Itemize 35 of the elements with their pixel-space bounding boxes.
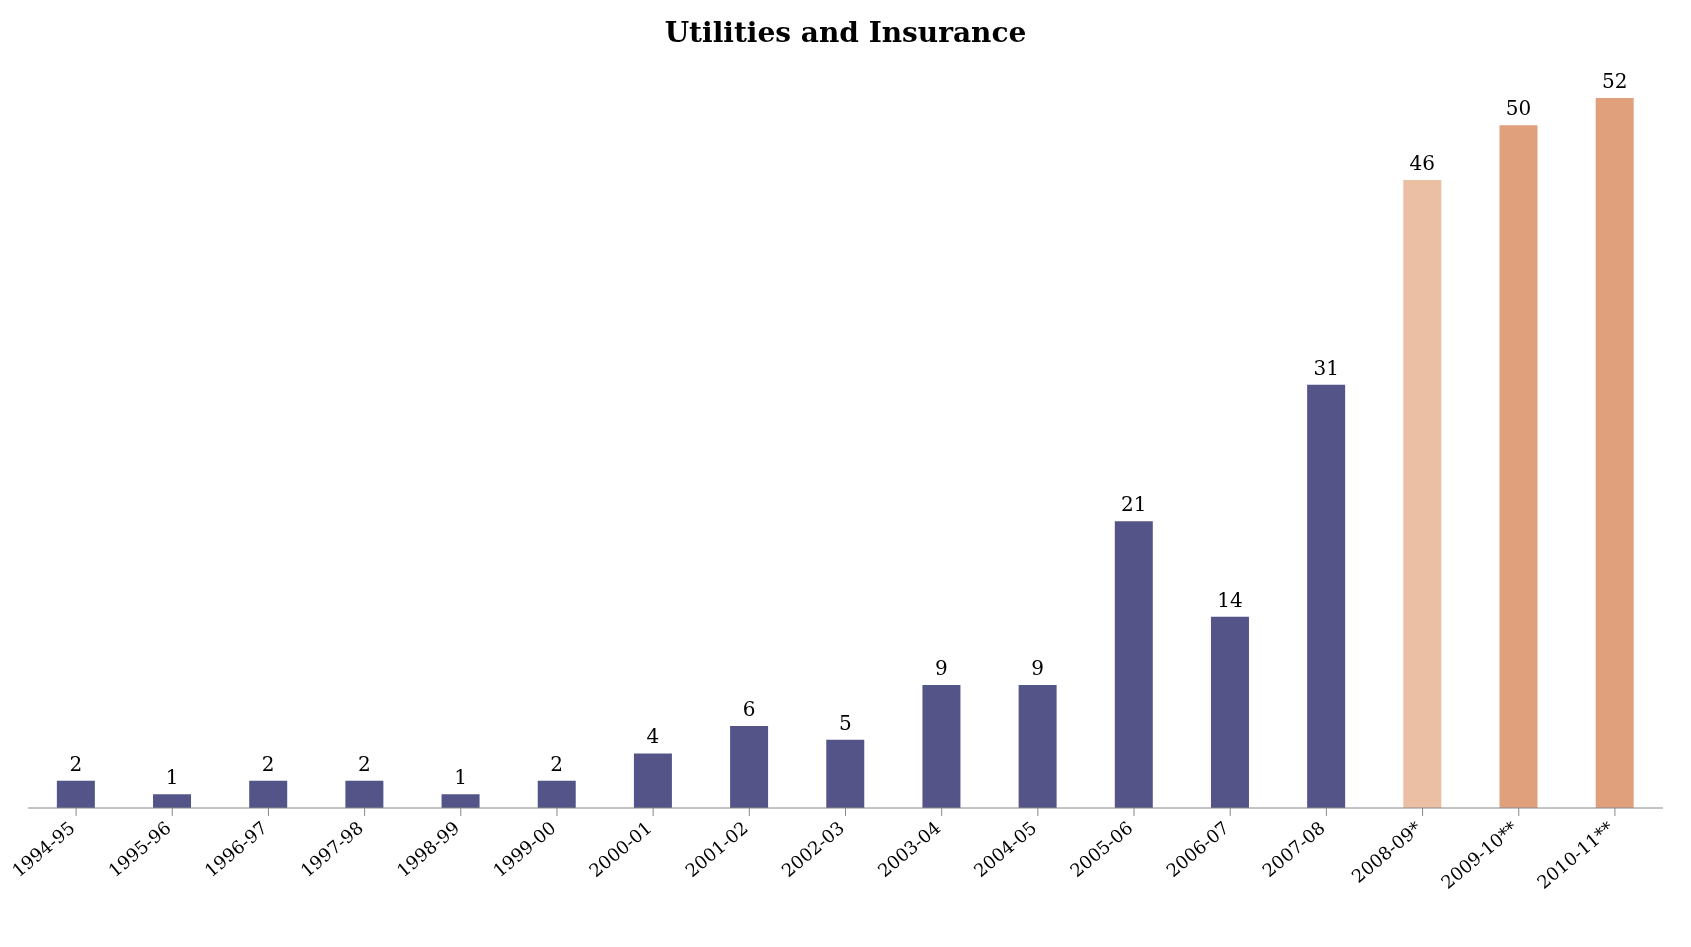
data-label: 14	[1217, 587, 1243, 612]
data-label: 2	[358, 751, 371, 776]
bar	[730, 726, 769, 808]
data-label: 52	[1601, 69, 1628, 93]
data-label: 2	[69, 751, 83, 776]
data-label: 2	[550, 751, 564, 776]
bar	[1210, 616, 1249, 808]
bar	[1307, 384, 1346, 808]
data-label: 1	[454, 765, 467, 790]
bar	[537, 780, 576, 808]
data-label: 31	[1313, 355, 1339, 380]
bar	[922, 685, 961, 808]
bar	[826, 739, 865, 808]
data-label: 50	[1505, 96, 1532, 121]
bar	[249, 780, 288, 808]
chart-title: Utilities and Insurance	[663, 15, 1028, 51]
data-label: 6	[742, 697, 756, 722]
bar	[1403, 179, 1442, 808]
data-label: 9	[1031, 656, 1044, 681]
bar	[633, 753, 672, 808]
bar	[441, 794, 480, 808]
data-label: 5	[838, 710, 852, 735]
bar	[1018, 685, 1057, 808]
data-label: 1	[165, 765, 179, 790]
bar	[56, 780, 95, 808]
bar	[345, 780, 384, 808]
bar	[1499, 125, 1538, 808]
bar	[153, 794, 192, 808]
data-label: 46	[1409, 150, 1436, 175]
bar	[1595, 98, 1634, 808]
data-label: 21	[1121, 492, 1147, 517]
data-label: 4	[646, 724, 660, 749]
data-label: 9	[935, 656, 948, 681]
bar	[1114, 521, 1153, 808]
data-label: 2	[261, 751, 275, 776]
